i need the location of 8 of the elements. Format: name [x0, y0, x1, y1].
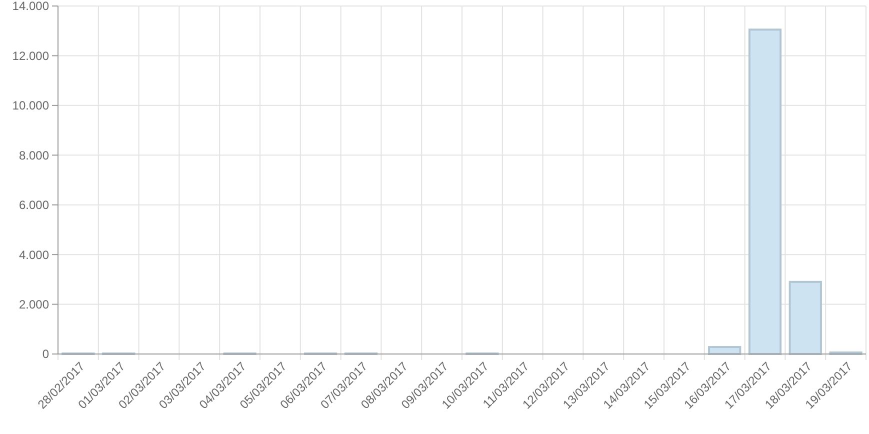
y-tick-label: 6.000: [18, 198, 50, 212]
y-tick-label: 4.000: [18, 248, 50, 262]
y-tick-label: 0: [42, 347, 50, 362]
y-tick-label: 2.000: [18, 297, 50, 312]
y-tick-label: 8.000: [18, 148, 50, 162]
y-tick-label: 10.000: [12, 98, 50, 113]
y-tick-label: 14.000: [12, 0, 50, 14]
y-tick-label: 12.000: [12, 48, 50, 63]
